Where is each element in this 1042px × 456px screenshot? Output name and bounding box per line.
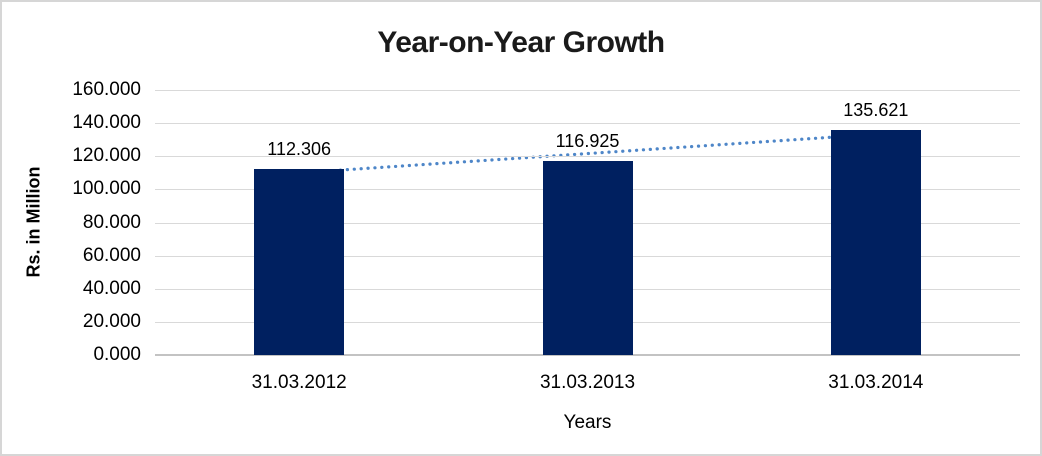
bar xyxy=(254,168,345,355)
x-axis-line xyxy=(155,354,1020,356)
y-tick-label: 160.000 xyxy=(72,79,141,100)
bar xyxy=(542,161,633,355)
bar-data-label: 112.306 xyxy=(267,138,332,159)
y-tick-label: 80.000 xyxy=(82,211,141,233)
y-tick-label: 60.000 xyxy=(82,244,141,266)
gridline xyxy=(155,156,1020,158)
y-tick-label: 20.000 xyxy=(82,310,141,332)
y-tick-label: 100.000 xyxy=(72,178,141,200)
bar-data-label: 135.621 xyxy=(843,100,909,121)
gridline xyxy=(155,90,1020,91)
y-tick-label: 40.000 xyxy=(82,277,141,299)
y-tick-label: 140.000 xyxy=(72,112,141,134)
chart-title: Year-on-Year Growth xyxy=(377,26,665,59)
y-tick-label: 120.000 xyxy=(72,145,141,167)
x-tick-label: 31.03.2014 xyxy=(828,372,924,393)
gridline xyxy=(155,123,1020,125)
bar xyxy=(830,130,921,355)
x-tick-label: 31.03.2013 xyxy=(539,372,636,393)
y-tick-label: 0.000 xyxy=(93,344,141,365)
bar-data-label: 116.925 xyxy=(555,131,620,152)
x-axis-title: Years xyxy=(563,412,612,433)
x-tick-label: 31.03.2012 xyxy=(251,372,347,393)
